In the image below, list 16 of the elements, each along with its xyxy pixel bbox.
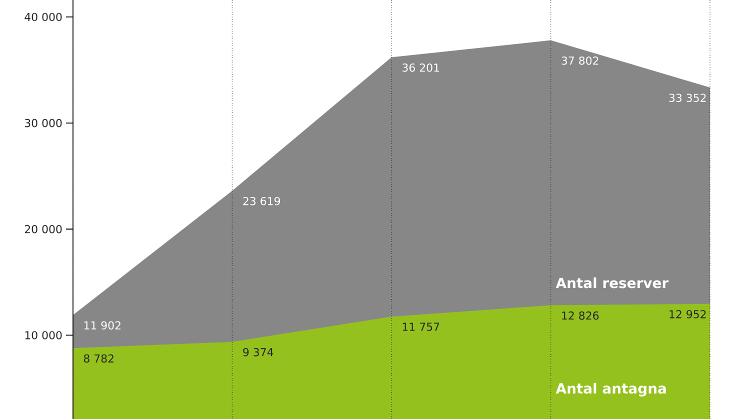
y-tick-label: 20 000 — [24, 224, 62, 234]
data-label: 9 374 — [243, 348, 274, 356]
data-label: 37 802 — [562, 56, 598, 65]
data-label: 8 782 — [84, 354, 114, 363]
data-label: 11 902 — [84, 321, 120, 330]
data-label: 12 952 — [670, 310, 706, 318]
series-label: Antal reserver — [556, 277, 669, 288]
series-label: Antal antagna — [556, 382, 666, 396]
y-tick-label: 40 000 — [24, 12, 62, 22]
y-tick-label: 10 000 — [25, 331, 62, 340]
data-label: 23 619 — [243, 196, 280, 206]
data-label: 36 201 — [402, 63, 440, 72]
data-label: 33 352 — [669, 94, 706, 102]
data-label: 11 757 — [402, 322, 440, 331]
y-tick-label: 30 000 — [24, 118, 62, 128]
data-label: 12 826 — [562, 311, 599, 320]
